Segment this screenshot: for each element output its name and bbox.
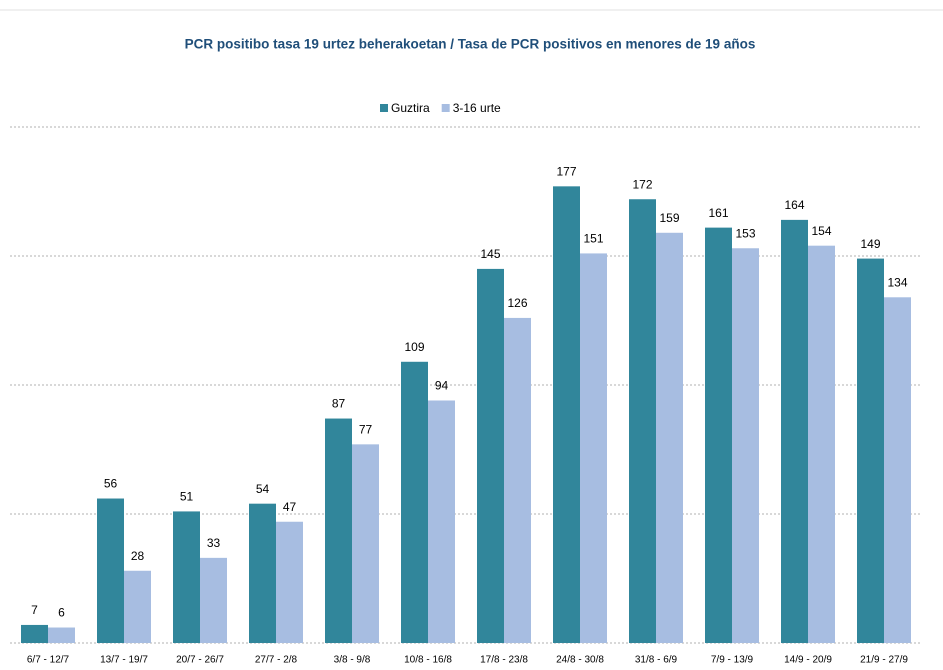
bar [276,521,303,643]
value-label: 77 [359,423,373,437]
bar [884,297,911,643]
value-label: 159 [659,211,679,225]
value-label: 56 [104,477,118,491]
bar [428,400,455,643]
x-tick-label: 7/9 - 13/9 [711,655,754,666]
x-tick-label: 21/9 - 27/9 [860,655,908,666]
value-label: 109 [404,340,424,354]
bar [200,557,227,643]
value-label: 134 [887,275,907,289]
value-label: 145 [480,247,500,261]
x-tick-label: 27/7 - 2/8 [255,655,298,666]
x-tick-label: 6/7 - 12/7 [27,655,70,666]
bar [553,186,580,643]
bar [325,418,352,643]
value-label: 7 [31,603,38,617]
value-label: 47 [283,500,297,514]
value-label: 149 [860,237,880,251]
bar [580,253,607,644]
bar [629,199,656,644]
value-label: 51 [180,490,194,504]
legend-label: Guztira [391,101,430,115]
x-tick-label: 17/8 - 23/8 [480,655,528,666]
bar [249,503,276,643]
chart-title: PCR positibo tasa 19 urtez beherakoetan … [185,37,756,52]
value-label: 154 [811,224,831,238]
bar [97,498,124,643]
value-label: 28 [131,549,145,563]
value-label: 164 [784,198,804,212]
value-label: 94 [435,379,449,393]
bar [656,232,683,643]
value-label: 172 [632,177,652,191]
bar [48,627,75,643]
bar [781,219,808,643]
legend-label: 3-16 urte [453,101,501,115]
x-tick-label: 24/8 - 30/8 [556,655,604,666]
bar [504,317,531,643]
bar [808,245,835,643]
bar [21,624,48,643]
legend-swatch [380,104,388,112]
x-tick-label: 10/8 - 16/8 [404,655,452,666]
bar [173,511,200,643]
x-tick-label: 13/7 - 19/7 [100,655,148,666]
value-label: 6 [58,606,65,620]
bar [857,258,884,643]
legend-swatch [441,104,450,112]
value-label: 33 [207,536,221,550]
bar [124,570,151,643]
value-label: 161 [708,206,728,220]
x-tick-label: 31/8 - 6/9 [635,655,678,666]
value-label: 54 [256,482,270,496]
bar [732,248,759,643]
bar [705,227,732,643]
bar [477,268,504,643]
value-label: 126 [507,296,527,310]
value-label: 87 [332,397,346,411]
x-tick-label: 3/8 - 9/8 [334,655,371,666]
value-label: 177 [556,165,576,179]
bar [352,444,379,643]
value-label: 153 [735,226,755,240]
x-tick-label: 20/7 - 26/7 [176,655,224,666]
bar [401,361,428,643]
value-label: 151 [583,232,603,246]
x-tick-label: 14/9 - 20/9 [784,655,832,666]
